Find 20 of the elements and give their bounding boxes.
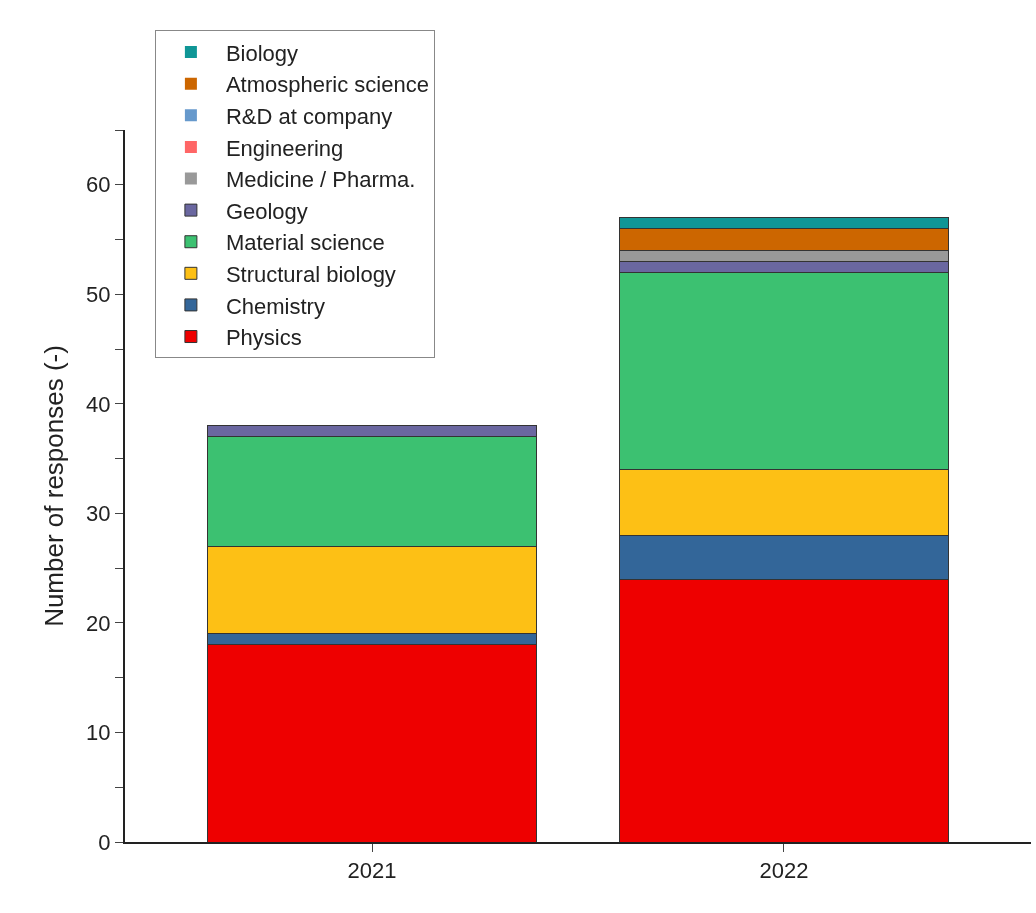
x-tick-label: 2021 <box>347 858 397 884</box>
legend-label: Chemistry <box>225 293 325 319</box>
legend-label: Structural biology <box>225 261 396 287</box>
x-tick-label: 2022 <box>759 858 809 884</box>
legend-label: Medicine / Pharma. <box>225 167 416 193</box>
legend-label: Engineering <box>225 135 344 161</box>
y-tick-label: 10 <box>86 720 111 746</box>
legend-label: Geology <box>225 198 308 224</box>
legend-label: Physics <box>225 325 302 351</box>
legend-label: Material science <box>225 230 385 256</box>
y-tick-label: 20 <box>86 610 111 636</box>
legend-label: Atmospheric science <box>225 72 429 98</box>
legend-label: Biology <box>225 40 299 66</box>
y-tick-label: 50 <box>86 282 111 308</box>
y-tick-label: 60 <box>86 172 111 198</box>
y-tick-label: 40 <box>86 391 111 417</box>
legend-label: R&D at company <box>225 103 393 129</box>
y-axis-title: Number of responses (-) <box>39 345 70 627</box>
y-tick-label: 0 <box>98 829 111 855</box>
y-tick-label: 30 <box>86 501 111 527</box>
